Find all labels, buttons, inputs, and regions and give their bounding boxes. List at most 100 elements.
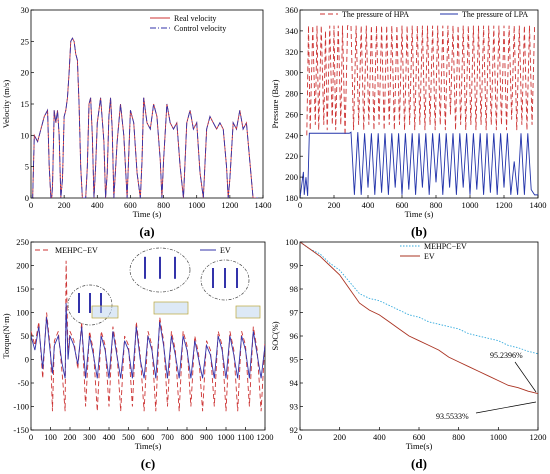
x-axis-label: Time(s) (135, 441, 162, 451)
x-tick-label: 100 (44, 432, 57, 442)
zoom-box-0 (91, 305, 119, 319)
y-tick-label: 96 (290, 331, 299, 341)
x-tick-label: 700 (161, 432, 174, 442)
panel-label: (d) (411, 456, 427, 471)
y-tick-label: 340 (285, 26, 298, 36)
zoom-ellipse-1 (129, 247, 191, 293)
x-axis-label: Time (s) (405, 209, 434, 219)
x-tick-label: 500 (122, 432, 135, 442)
y-tick-label: 93 (290, 402, 299, 412)
annotation-label-1: 93.5533% (436, 412, 469, 421)
y-tick-label: -150 (13, 425, 29, 435)
series-line-1 (31, 303, 265, 379)
x-tick-label: 1100 (237, 432, 254, 442)
x-tick-label: 1400 (255, 200, 272, 210)
x-tick-label: 400 (373, 432, 386, 442)
series-group (31, 37, 259, 198)
x-tick-label: 1000 (490, 432, 507, 442)
annotation-label-0: 95.2396% (490, 351, 523, 360)
chart-panel-b: 0 200 400 600 800 1000 1200 1400 180 200 220 240 260… (270, 5, 547, 239)
legend-label-0: MEHPC−EV (424, 242, 467, 251)
zoom-ellipse-2 (200, 259, 250, 301)
y-tick-label: 10 (21, 130, 30, 140)
x-tick-label: 900 (200, 432, 213, 442)
series-group (31, 260, 265, 412)
y-tick-label: 360 (285, 5, 298, 15)
x-tick-label: 800 (157, 200, 170, 210)
x-tick-label: 300 (83, 432, 96, 442)
y-axis-label: Velocity (m/s) (1, 80, 11, 129)
legend-label-1: The pressure of LPA (462, 10, 528, 19)
y-tick-label: 98 (290, 284, 299, 294)
y-tick-label: 220 (285, 151, 298, 161)
y-tick-label: 97 (290, 308, 299, 318)
chart-panel-a: 0 200 400 600 800 1000 1200 1400 0 5 10 15 20 25 30 Tim… (1, 5, 272, 239)
x-tick-label: 1200 (257, 432, 274, 442)
y-tick-label: 50 (21, 331, 30, 341)
x-tick-label: 200 (58, 200, 71, 210)
series-line-0 (31, 37, 259, 198)
legend-label-1: EV (220, 246, 231, 255)
x-tick-label: 400 (362, 200, 375, 210)
x-tick-label: 1000 (188, 200, 205, 210)
panel-label: (b) (411, 224, 427, 239)
series-line-1 (300, 131, 538, 198)
x-tick-label: 1200 (496, 200, 513, 210)
x-tick-label: 1200 (530, 432, 547, 442)
chart-panel-d: 0 200 400 600 800 1000 1200 92 93 94 95 96 97 98 99 100… (270, 237, 547, 471)
x-tick-label: 800 (430, 200, 443, 210)
x-axis-label: Time (s) (133, 209, 162, 219)
x-tick-label: 800 (452, 432, 465, 442)
x-tick-label: 0 (298, 432, 302, 442)
y-tick-label: 180 (285, 193, 298, 203)
chart-panel-c: 0 100 200 300 400 500 600 700 800 900 1000 1100 1200… (1, 237, 274, 471)
y-tick-label: 30 (21, 5, 30, 15)
x-tick-label: 600 (124, 200, 137, 210)
zoom-box-1 (153, 301, 189, 315)
y-tick-label: 20 (21, 68, 30, 78)
y-tick-label: 92 (290, 425, 299, 435)
plot-frame (299, 241, 539, 431)
x-tick-label: 0 (298, 200, 302, 210)
y-tick-label: 320 (285, 47, 298, 57)
x-tick-label: 1000 (218, 432, 235, 442)
plot-frame (30, 9, 264, 199)
y-tick-label: 100 (16, 308, 29, 318)
y-tick-label: 15 (21, 99, 30, 109)
x-tick-label: 600 (396, 200, 409, 210)
x-tick-label: 200 (64, 432, 77, 442)
x-tick-label: 1000 (462, 200, 479, 210)
x-tick-label: 0 (29, 200, 33, 210)
y-tick-label: 200 (285, 172, 298, 182)
x-tick-label: 1200 (221, 200, 238, 210)
x-tick-label: 400 (103, 432, 116, 442)
series-line-0 (31, 260, 265, 412)
series-line-0 (306, 25, 536, 136)
legend-label-0: The pressure of HPA (342, 10, 409, 19)
x-axis-label: Time(s) (406, 441, 433, 451)
y-tick-label: 5 (25, 162, 29, 172)
y-tick-label: -100 (13, 402, 29, 412)
y-tick-label: -50 (18, 378, 29, 388)
series-line-1 (300, 242, 538, 395)
panel-label: (a) (139, 224, 154, 239)
x-tick-label: 0 (29, 432, 33, 442)
y-tick-label: 300 (285, 68, 298, 78)
y-axis-label: Torque(N·m) (1, 313, 11, 358)
legend-label-1: Control velocity (174, 24, 226, 33)
x-tick-label: 800 (181, 432, 194, 442)
y-tick-label: 0 (25, 355, 29, 365)
y-tick-label: 95 (290, 355, 299, 365)
zoom-callouts (67, 247, 261, 326)
y-tick-label: 200 (16, 261, 29, 271)
y-tick-label: 100 (285, 237, 298, 247)
y-tick-label: 260 (285, 109, 298, 119)
legend-label-0: Real velocity (174, 14, 216, 23)
legend-label-1: EV (424, 252, 435, 261)
y-tick-label: 99 (290, 261, 299, 271)
x-tick-label: 200 (328, 200, 341, 210)
zoom-ellipse-0 (67, 284, 113, 326)
y-tick-label: 0 (25, 193, 29, 203)
annotation-arrow-1 (475, 401, 537, 414)
